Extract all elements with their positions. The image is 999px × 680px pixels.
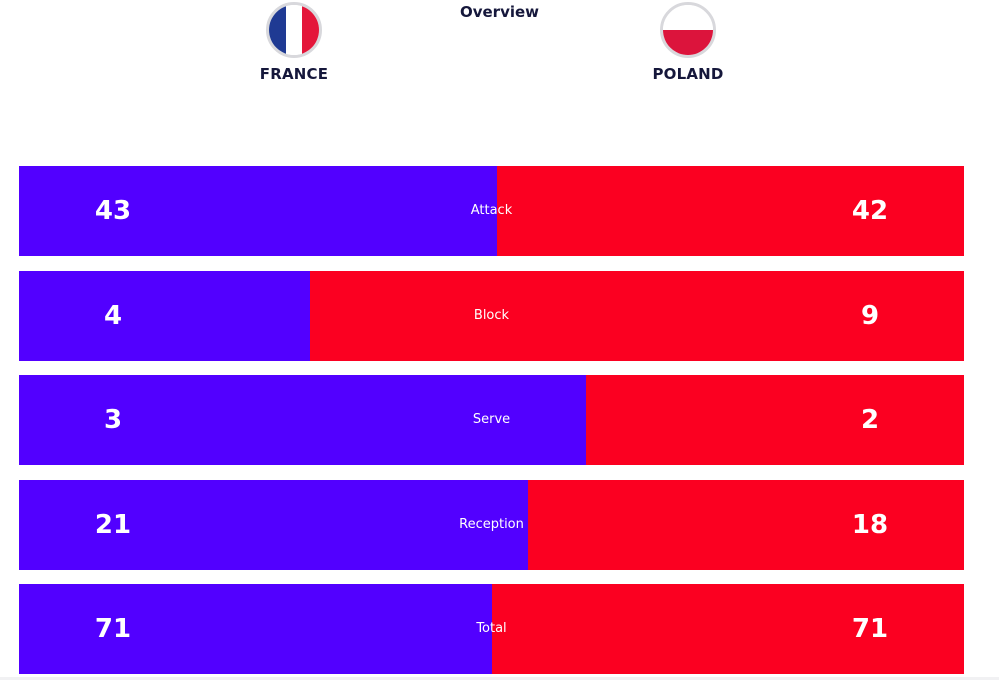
bar-segment-away bbox=[310, 270, 964, 361]
data-label-away: 42 bbox=[851, 196, 889, 226]
overview-title: Overview bbox=[459, 3, 540, 21]
category-label: Serve bbox=[472, 412, 511, 427]
bar-row-block: 4 9 Block bbox=[19, 270, 964, 361]
category-label: Block bbox=[473, 307, 510, 323]
bottom-divider bbox=[0, 677, 999, 680]
bar-row-serve: 3 2 Serve bbox=[19, 375, 964, 465]
data-label-home: 3 bbox=[103, 405, 123, 435]
category-label: Reception bbox=[459, 516, 524, 532]
category-label: Total bbox=[476, 621, 507, 636]
poland-flag-icon bbox=[660, 2, 716, 58]
bar-row-attack: 43 42 Attack bbox=[19, 166, 964, 256]
stat-bars: 43 42 Attack 4 9 Block 3 2 Serve 21 18 Reception 71 7… bbox=[19, 166, 964, 680]
team-away: POLAND bbox=[618, 2, 758, 83]
team-home-name: FRANCE bbox=[259, 65, 329, 83]
france-flag-icon bbox=[266, 2, 322, 58]
team-away-name: POLAND bbox=[652, 65, 724, 83]
category-label: Attack bbox=[470, 203, 513, 218]
data-label-home: 4 bbox=[103, 300, 123, 331]
data-label-home: 21 bbox=[94, 509, 132, 540]
bar-segment-away bbox=[492, 584, 964, 674]
data-label-home: 71 bbox=[94, 614, 132, 644]
bar-segment-home bbox=[19, 270, 310, 361]
data-label-home: 43 bbox=[94, 196, 132, 226]
bar-segment-home bbox=[19, 375, 586, 465]
data-label-away: 2 bbox=[860, 405, 880, 435]
bar-segment-home bbox=[19, 166, 497, 256]
bar-row-reception: 21 18 Reception bbox=[19, 479, 964, 570]
bar-segment-away bbox=[528, 479, 964, 570]
bar-segment-away bbox=[586, 375, 964, 465]
bar-row-total: 71 71 Total bbox=[19, 584, 964, 674]
bar-segment-away bbox=[497, 166, 964, 256]
bar-segment-home bbox=[19, 584, 492, 674]
data-label-away: 71 bbox=[851, 614, 889, 644]
data-label-away: 18 bbox=[851, 509, 889, 540]
data-label-away: 9 bbox=[860, 300, 880, 331]
bar-segment-home bbox=[19, 479, 528, 570]
team-home: FRANCE bbox=[224, 2, 364, 83]
